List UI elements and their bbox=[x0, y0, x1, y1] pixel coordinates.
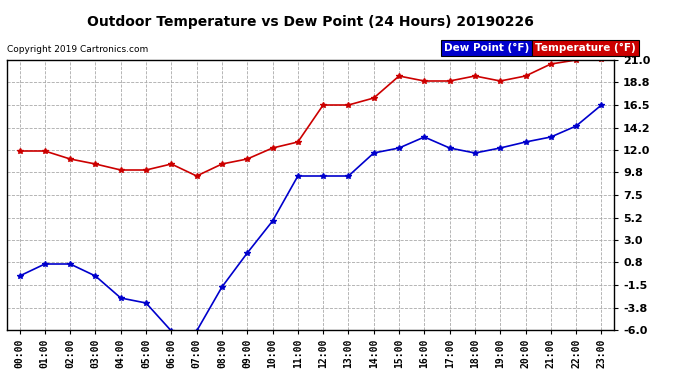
Text: Dew Point (°F): Dew Point (°F) bbox=[444, 43, 529, 53]
Text: Temperature (°F): Temperature (°F) bbox=[535, 43, 636, 53]
Text: Outdoor Temperature vs Dew Point (24 Hours) 20190226: Outdoor Temperature vs Dew Point (24 Hou… bbox=[87, 15, 534, 29]
Text: Copyright 2019 Cartronics.com: Copyright 2019 Cartronics.com bbox=[7, 45, 148, 54]
